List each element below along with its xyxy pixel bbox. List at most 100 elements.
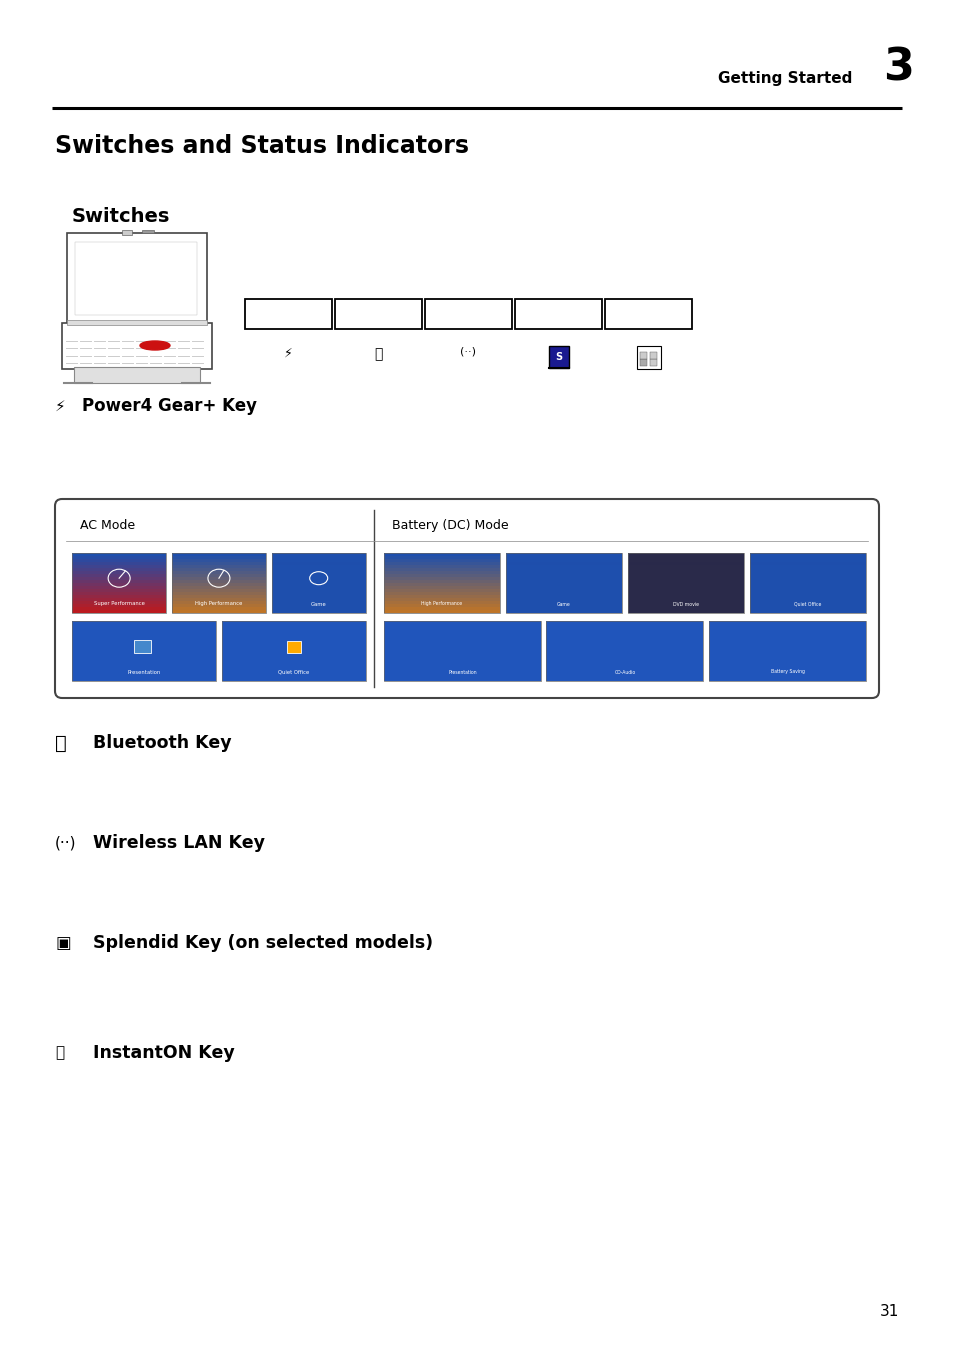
Bar (383, 574, 499, 577)
Text: Wireless LAN Key: Wireless LAN Key (92, 834, 265, 852)
Bar (172, 609, 266, 613)
Bar (505, 565, 621, 567)
Bar (383, 558, 499, 562)
Bar (221, 669, 365, 671)
Bar (272, 567, 365, 571)
Bar (272, 597, 365, 601)
Bar (272, 553, 365, 557)
Bar (749, 609, 865, 613)
Bar (221, 620, 365, 624)
Bar (172, 553, 266, 613)
Bar (708, 644, 865, 648)
Bar (71, 654, 216, 657)
Bar (172, 585, 266, 589)
Bar (71, 592, 166, 594)
Bar (505, 570, 621, 574)
Bar (505, 553, 621, 613)
Bar (221, 624, 365, 627)
Bar (172, 577, 266, 580)
Bar (627, 597, 743, 601)
Bar (71, 574, 166, 577)
Bar (627, 565, 743, 567)
Bar (627, 553, 743, 613)
Bar (71, 644, 216, 648)
Bar (272, 555, 365, 559)
Bar (749, 585, 865, 589)
Bar (383, 666, 540, 669)
Bar (221, 635, 365, 639)
Bar (627, 567, 743, 571)
Bar (383, 620, 540, 624)
Bar (221, 650, 365, 654)
Bar (172, 580, 266, 584)
Bar (71, 558, 166, 562)
Bar (71, 553, 166, 557)
Bar (272, 607, 365, 611)
Bar (627, 600, 743, 604)
Bar (172, 574, 266, 577)
Bar (134, 640, 151, 653)
Bar (604, 299, 691, 330)
Text: ⚡: ⚡ (55, 399, 66, 413)
Bar (71, 621, 216, 681)
Bar (172, 594, 266, 598)
Bar (546, 630, 702, 634)
Bar (272, 609, 365, 613)
Bar (71, 607, 166, 611)
Bar (272, 558, 365, 562)
Text: Presentation: Presentation (448, 670, 476, 674)
Bar (546, 654, 702, 657)
Text: ⚡: ⚡ (284, 347, 293, 359)
Bar (505, 567, 621, 571)
Text: Getting Started: Getting Started (717, 70, 851, 85)
Text: 3: 3 (882, 46, 913, 89)
Bar (383, 647, 540, 651)
Bar (71, 642, 216, 644)
Bar (627, 574, 743, 577)
Bar (221, 644, 365, 648)
Text: Presentation: Presentation (128, 670, 160, 674)
Bar (71, 570, 166, 574)
Bar (546, 647, 702, 651)
Bar (708, 650, 865, 654)
Text: Quiet Office: Quiet Office (278, 670, 309, 674)
Bar (749, 604, 865, 607)
Bar (272, 600, 365, 604)
Bar (75, 242, 196, 315)
Text: ⦿: ⦿ (374, 347, 382, 361)
Bar (627, 577, 743, 580)
Bar (71, 639, 216, 642)
Bar (749, 589, 865, 592)
Text: High Performance: High Performance (421, 601, 462, 607)
Bar (172, 558, 266, 562)
Bar (272, 565, 365, 567)
Bar (749, 582, 865, 586)
Bar (546, 620, 702, 624)
Bar (627, 609, 743, 613)
Bar (142, 230, 153, 232)
Bar (71, 630, 216, 634)
Text: Battery Saving: Battery Saving (770, 670, 803, 674)
Bar (749, 580, 865, 584)
Bar (505, 580, 621, 584)
Bar (71, 657, 216, 661)
Bar (383, 654, 540, 657)
Bar (505, 592, 621, 594)
Bar (546, 669, 702, 671)
Bar (546, 627, 702, 630)
Bar (749, 562, 865, 565)
Bar (749, 607, 865, 611)
Bar (71, 589, 166, 592)
Bar (749, 567, 865, 571)
Bar (708, 669, 865, 671)
Bar (424, 299, 512, 330)
Bar (649, 359, 656, 366)
FancyBboxPatch shape (55, 499, 878, 698)
Text: Splendid Key (on selected models): Splendid Key (on selected models) (92, 934, 433, 952)
Bar (505, 553, 621, 557)
Text: Power4 Gear+ Key: Power4 Gear+ Key (82, 397, 256, 415)
Bar (505, 594, 621, 598)
Text: (··): (··) (460, 347, 476, 357)
Bar (749, 565, 865, 567)
Bar (172, 604, 266, 607)
